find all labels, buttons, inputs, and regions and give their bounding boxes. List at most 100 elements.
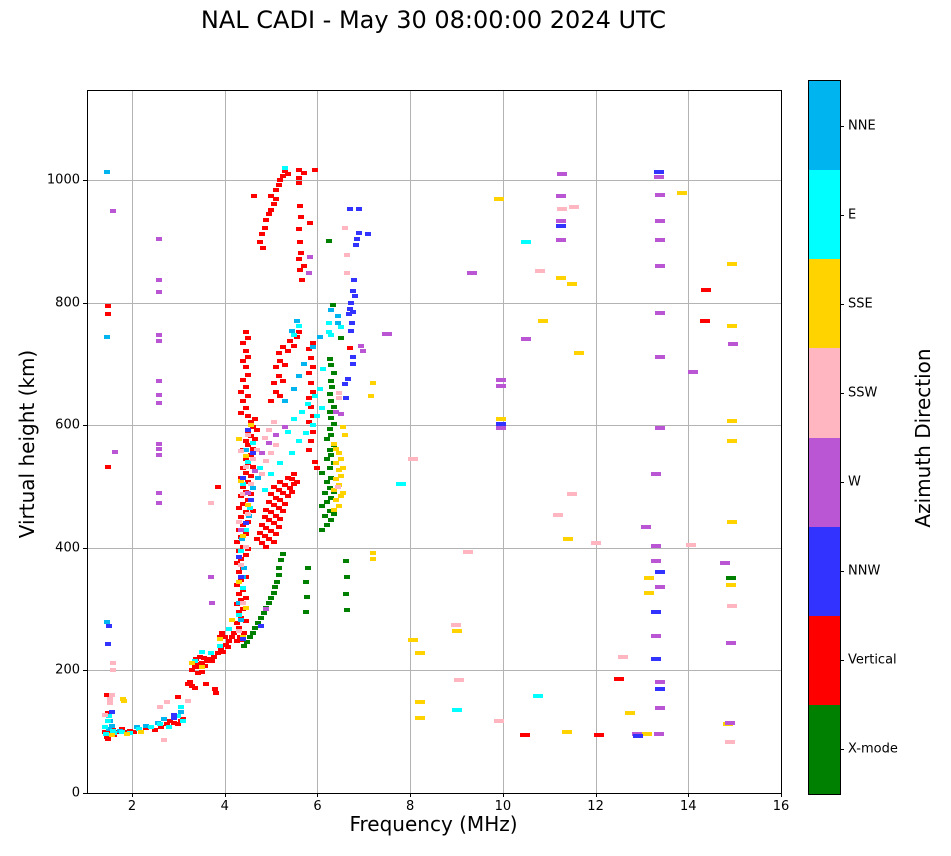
data-point-vertical (226, 639, 233, 644)
x-gridline (502, 91, 504, 793)
data-point-vertical (256, 530, 263, 535)
data-point-sse (124, 732, 131, 737)
data-point-vertical (131, 729, 138, 734)
data-point-vertical (282, 483, 288, 488)
data-point-sse (368, 394, 375, 399)
data-point-vertical (240, 501, 247, 506)
data-point-vertical (613, 677, 624, 682)
data-point-vertical (240, 484, 247, 489)
data-point-x-mode (303, 579, 310, 584)
data-point-e (207, 651, 214, 656)
colorbar-tick (840, 482, 844, 484)
data-point-nnw (244, 428, 251, 433)
data-point-vertical (284, 172, 291, 177)
chart-title: NAL CADI - May 30 08:00:00 2024 UTC (200, 6, 667, 34)
data-point-nnw (350, 362, 357, 367)
data-point-e (320, 367, 327, 372)
data-point-vertical (277, 479, 284, 484)
data-point-vertical (192, 685, 199, 690)
data-point-nne (178, 710, 185, 715)
data-point-w (725, 640, 736, 645)
data-point-w (496, 378, 507, 383)
data-point-vertical (307, 438, 314, 443)
data-point-ssw (163, 700, 170, 705)
data-point-vertical (272, 365, 279, 370)
data-point-nnw (650, 656, 661, 661)
data-point-w (650, 544, 661, 549)
data-point-x-mode (328, 363, 335, 368)
data-point-vertical (275, 183, 282, 188)
y-tick-mark (83, 302, 87, 304)
data-point-vertical (240, 359, 247, 364)
data-point-vertical (104, 737, 111, 742)
data-point-sse (643, 590, 654, 595)
data-point-e (282, 166, 288, 171)
data-point-ssw (238, 449, 245, 454)
data-point-ssw (240, 601, 247, 606)
data-point-ssw (553, 512, 564, 517)
data-point-sse (726, 323, 737, 328)
data-point-w (655, 218, 666, 223)
data-point-vertical (268, 398, 275, 403)
colorbar-label: Azimuth Direction (911, 348, 935, 528)
colorbar-segment-nnw (809, 526, 840, 616)
data-point-nne (242, 447, 249, 452)
data-point-vertical (282, 363, 288, 368)
data-point-vertical (275, 374, 282, 379)
x-axis-label: Frequency (MHz) (349, 812, 518, 836)
x-tick-mark (317, 793, 319, 797)
data-point-vertical (307, 405, 314, 410)
data-point-vertical (309, 365, 316, 370)
data-point-vertical (215, 651, 222, 656)
data-point-vertical (307, 380, 314, 385)
data-point-vertical (103, 734, 110, 739)
data-point-sse (370, 557, 377, 561)
colorbar-category-label: SSE (848, 296, 873, 312)
data-point-vertical (260, 246, 267, 251)
data-point-ssw (685, 542, 696, 547)
data-point-x-mode (303, 610, 310, 615)
data-point-vertical (238, 389, 245, 394)
data-point-nne (104, 620, 110, 625)
data-point-ssw (567, 492, 578, 497)
x-gridline (688, 91, 690, 793)
data-point-nne (316, 334, 323, 339)
data-point-x-mode (326, 409, 333, 414)
data-point-vertical (284, 348, 291, 353)
data-point-vertical (212, 686, 219, 691)
colorbar-category-label: Vertical (848, 652, 897, 668)
data-point-vertical (268, 193, 275, 198)
data-point-vertical (243, 596, 250, 601)
data-point-vertical (244, 354, 251, 359)
data-point-e (240, 481, 247, 486)
data-point-sse (337, 493, 344, 498)
data-point-nnw (655, 569, 666, 574)
data-point-sse (332, 446, 339, 451)
data-point-e (118, 729, 125, 734)
data-point-sse (641, 731, 652, 736)
data-point-ssw (107, 700, 114, 705)
data-point-ssw (336, 390, 343, 395)
data-point-nne (295, 374, 302, 379)
data-point-x-mode (280, 552, 287, 557)
data-point-vertical (104, 304, 111, 308)
colorbar-tick (840, 660, 844, 662)
data-point-ssw (235, 520, 242, 525)
data-point-vertical (244, 394, 251, 399)
data-point-x-mode (343, 591, 350, 596)
data-point-e (103, 732, 110, 737)
data-point-vertical (233, 539, 240, 544)
data-point-e (284, 429, 291, 434)
y-gridline (88, 302, 781, 304)
data-point-vertical (249, 465, 256, 470)
data-point-e (328, 332, 335, 337)
data-point-e (147, 724, 154, 729)
data-point-sse (342, 432, 349, 437)
data-point-vertical (219, 630, 226, 635)
data-point-sse (243, 454, 250, 459)
data-point-vertical (268, 528, 275, 533)
data-point-vertical (126, 728, 133, 733)
data-point-vertical (280, 509, 287, 514)
data-point-sse (726, 262, 737, 267)
data-point-vertical (258, 541, 265, 546)
